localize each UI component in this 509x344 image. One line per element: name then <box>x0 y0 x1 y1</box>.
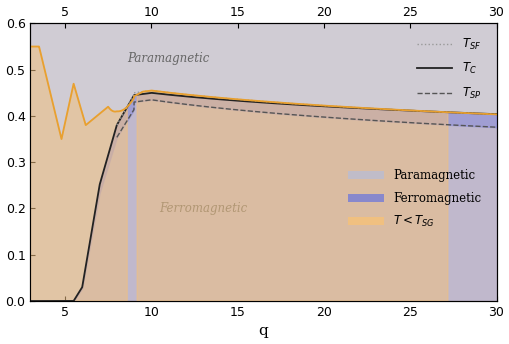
Text: Ferromagnetic: Ferromagnetic <box>159 202 247 215</box>
X-axis label: q: q <box>258 324 268 338</box>
Legend: Paramagnetic, Ferromagnetic, $T<T_{SG}$: Paramagnetic, Ferromagnetic, $T<T_{SG}$ <box>343 165 485 234</box>
Text: Paramagnetic: Paramagnetic <box>127 52 209 65</box>
